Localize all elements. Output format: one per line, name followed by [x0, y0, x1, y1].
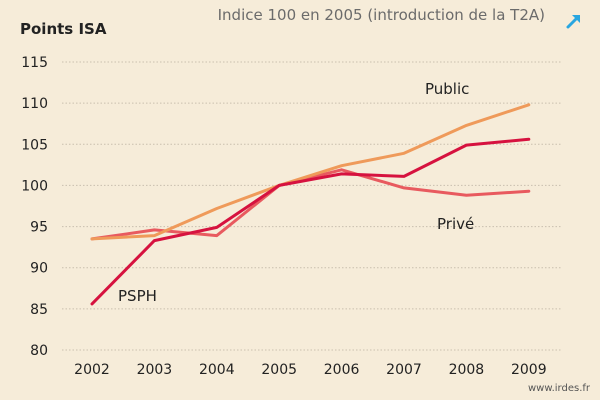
x-tick-label: 2008 — [449, 362, 485, 378]
y-tick-label: 105 — [21, 137, 48, 153]
y-axis-label: Points ISA — [20, 20, 107, 38]
x-tick-label: 2009 — [511, 362, 547, 378]
series-labels: Public PSPH Privé — [118, 80, 474, 305]
series-lines — [90, 103, 531, 306]
series-label-psph: PSPH — [118, 287, 157, 305]
gridlines — [62, 61, 562, 351]
source-footer: www.irdes.fr — [527, 383, 590, 394]
y-tick-label: 85 — [30, 302, 48, 318]
series-label-public: Public — [425, 80, 469, 98]
x-tick-label: 2002 — [74, 362, 110, 378]
y-tick-label: 90 — [30, 261, 48, 277]
x-tick-labels: 2002 2003 2004 2005 2006 2007 2008 2009 — [74, 362, 546, 378]
series-line-psph — [90, 137, 531, 306]
series-line-public — [90, 103, 531, 241]
y-tick-label: 95 — [30, 220, 48, 236]
x-tick-label: 2005 — [261, 362, 297, 378]
x-tick-label: 2007 — [386, 362, 422, 378]
y-tick-label: 80 — [30, 343, 48, 359]
x-tick-label: 2003 — [137, 362, 173, 378]
x-tick-label: 2004 — [199, 362, 235, 378]
chart-subtitle: Indice 100 en 2005 (introduction de la T… — [217, 6, 545, 24]
expand-arrow-icon[interactable] — [563, 10, 585, 32]
y-tick-label: 110 — [21, 96, 48, 112]
x-tick-label: 2006 — [324, 362, 360, 378]
y-tick-label: 115 — [21, 55, 48, 71]
y-tick-label: 100 — [21, 178, 48, 194]
series-label-prive: Privé — [437, 215, 474, 233]
y-tick-labels: 80 85 90 95 100 105 110 115 — [21, 55, 48, 359]
